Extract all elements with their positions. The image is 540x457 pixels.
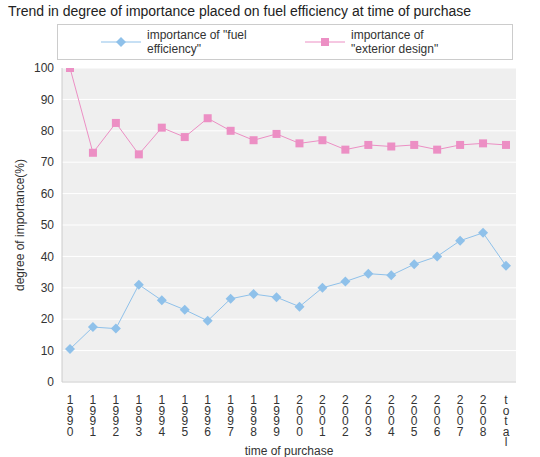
svg-text:1996: 1996 xyxy=(204,393,211,439)
svg-text:1990: 1990 xyxy=(67,393,74,439)
svg-text:30: 30 xyxy=(41,281,55,295)
svg-text:50: 50 xyxy=(41,218,55,232)
svg-text:70: 70 xyxy=(41,155,55,169)
svg-text:1999: 1999 xyxy=(273,393,280,439)
svg-text:1997: 1997 xyxy=(227,393,234,439)
svg-text:60: 60 xyxy=(41,187,55,201)
html-text:importance of "fuel efficiency: importance of "fuel efficiency" xyxy=(147,28,247,56)
svg-text:10: 10 xyxy=(41,344,55,358)
html-text:Trend in degree of importance: Trend in degree of importance placed on … xyxy=(8,3,471,19)
svg-text:40: 40 xyxy=(41,250,55,264)
svg-text:1995: 1995 xyxy=(181,393,188,439)
svg-text:1991: 1991 xyxy=(90,393,97,439)
svg-text:2002: 2002 xyxy=(342,393,349,439)
svg-text:total: total xyxy=(503,393,510,449)
svg-text:1998: 1998 xyxy=(250,393,257,439)
svg-text:2005: 2005 xyxy=(411,393,418,439)
svg-text:time of purchase: time of purchase xyxy=(245,444,334,457)
svg-text:2000: 2000 xyxy=(296,393,303,439)
svg-text:80: 80 xyxy=(41,124,55,138)
svg-text:2006: 2006 xyxy=(434,393,441,439)
html-text:importance of "exterior design: importance of "exterior design" xyxy=(351,28,439,56)
svg-text:2004: 2004 xyxy=(388,393,395,439)
svg-text:1992: 1992 xyxy=(113,393,120,439)
svg-text:1993: 1993 xyxy=(135,393,142,439)
svg-text:90: 90 xyxy=(41,93,55,107)
svg-text:0: 0 xyxy=(47,375,54,389)
svg-text:degree of importance(%): degree of importance(%) xyxy=(13,159,27,291)
svg-text:1994: 1994 xyxy=(158,393,165,439)
svg-text:2003: 2003 xyxy=(365,393,372,439)
svg-text:100: 100 xyxy=(34,61,54,75)
svg-text:2007: 2007 xyxy=(457,393,464,439)
svg-text:2008: 2008 xyxy=(480,393,487,439)
svg-text:20: 20 xyxy=(41,312,55,326)
svg-text:2001: 2001 xyxy=(319,393,326,439)
